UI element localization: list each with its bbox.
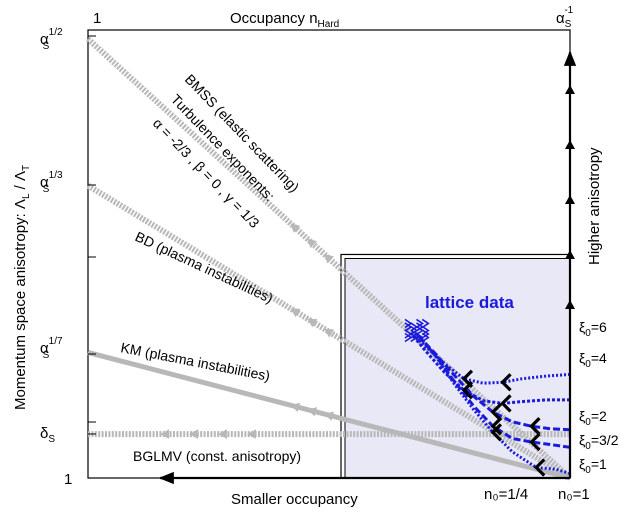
theory-line-1: [86, 183, 572, 481]
y-axis-label: Momentum space anisotropy: ΛL / ΛT: [12, 165, 32, 410]
lattice-chevron: [490, 417, 503, 436]
lattice-tip-arrow: [416, 318, 424, 329]
lattice-chevron: [500, 373, 512, 392]
lattice-chevron: [490, 423, 503, 442]
lattice-tip-arrow: [410, 332, 419, 343]
y-ticks: [88, 35, 96, 435]
y-tick-labels: α1/2 S α1/3 S α1/7 S δS: [40, 27, 63, 445]
ytick-label-alpha-third: α1/3 S: [40, 170, 63, 195]
corner-label-bottom-left: 1: [64, 471, 72, 488]
xi-label-1: ξ0=1: [579, 456, 607, 476]
corner-label-top-left: 1: [93, 10, 101, 27]
lattice-chevron: [461, 381, 474, 400]
ytick-label-alpha-seventh: α1/7 S: [40, 336, 63, 361]
ytick-label-delta: δS: [40, 425, 55, 445]
lattice-chevron: [529, 417, 541, 436]
theory-arrowhead: [247, 429, 256, 439]
lattice-tip-arrow: [410, 322, 419, 332]
annotation-bglmv: BGLMV (const. anisotropy): [133, 448, 301, 464]
xi-labels: ξ0=6 ξ0=4 ξ0=2 ξ0=3/2 ξ0=1: [579, 319, 619, 476]
lattice-tip-arrow: [404, 318, 413, 329]
theory-arrowhead: [324, 328, 335, 338]
annotation-km: KM (plasma instabilities): [119, 339, 271, 384]
lattice-curve-xi4: [409, 332, 570, 405]
lattice-chevron: [500, 394, 512, 413]
theory-lines: [85, 36, 573, 481]
xi-label-4: ξ0=4: [579, 350, 607, 370]
theory-arrowhead: [307, 318, 318, 328]
xtick-label-one: n₀=1: [558, 486, 590, 503]
theory-arrowhead: [324, 254, 334, 264]
lattice-tip-arrow: [416, 322, 424, 332]
right-axis-arrowhead: [565, 140, 575, 149]
annotation-bd: BD (plasma instabilities): [133, 228, 276, 306]
lattice-tip-arrow: [421, 325, 430, 336]
right-axis-arrowhead: [565, 250, 575, 259]
lattice-tip-arrow: [421, 329, 430, 339]
lattice-tip-arrow: [416, 332, 424, 343]
x-axis-label: Smaller occupancy: [231, 491, 358, 508]
theory-arrowhead: [307, 407, 318, 417]
theory-arrowhead: [324, 411, 334, 421]
y2-axis-label: Higher anisotropy: [586, 147, 603, 265]
lattice-tip-arrow: [416, 325, 424, 336]
lattice-tip-arrow: [421, 332, 430, 343]
right-axis-arrowhead: [565, 300, 575, 309]
theory-arrowhead: [290, 402, 301, 413]
xi-label-6: ξ0=6: [579, 319, 607, 339]
xi-label-3-2: ξ0=3/2: [579, 432, 619, 452]
right-axis-arrowhead: [565, 85, 575, 94]
lattice-curve-xi1: [414, 332, 571, 476]
lattice-tip-arrow: [404, 322, 413, 332]
theory-arrowhead: [160, 429, 170, 439]
lattice-tip-arrow: [404, 329, 413, 339]
right-axis-arrowheads: [565, 85, 575, 309]
lattice-tip-arrow: [421, 318, 430, 329]
theory-arrowhead: [218, 429, 227, 439]
corner-label-top-right: αS-1: [556, 5, 574, 30]
lattice-tip-arrow: [410, 329, 419, 339]
theory-arrowhead: [307, 238, 318, 249]
lattice-chevron: [490, 403, 503, 422]
annotation-lattice-data: lattice data: [425, 293, 514, 312]
theory-arrowhead: [290, 308, 301, 318]
xi-label-2: ξ0=2: [579, 408, 607, 428]
right-axis-arrowhead: [565, 195, 575, 204]
top-axis-label: Occupancy nHard: [230, 10, 339, 30]
lattice-chevron: [529, 432, 541, 452]
theory-arrowhead: [290, 223, 301, 233]
theory-arrowhead: [189, 429, 198, 439]
xtick-label-quarter: n₀=1/4: [484, 486, 528, 503]
lattice-arrows: [461, 369, 546, 477]
lattice-chevron: [533, 458, 546, 477]
ytick-label-alpha-half: α1/2 S: [40, 27, 63, 52]
